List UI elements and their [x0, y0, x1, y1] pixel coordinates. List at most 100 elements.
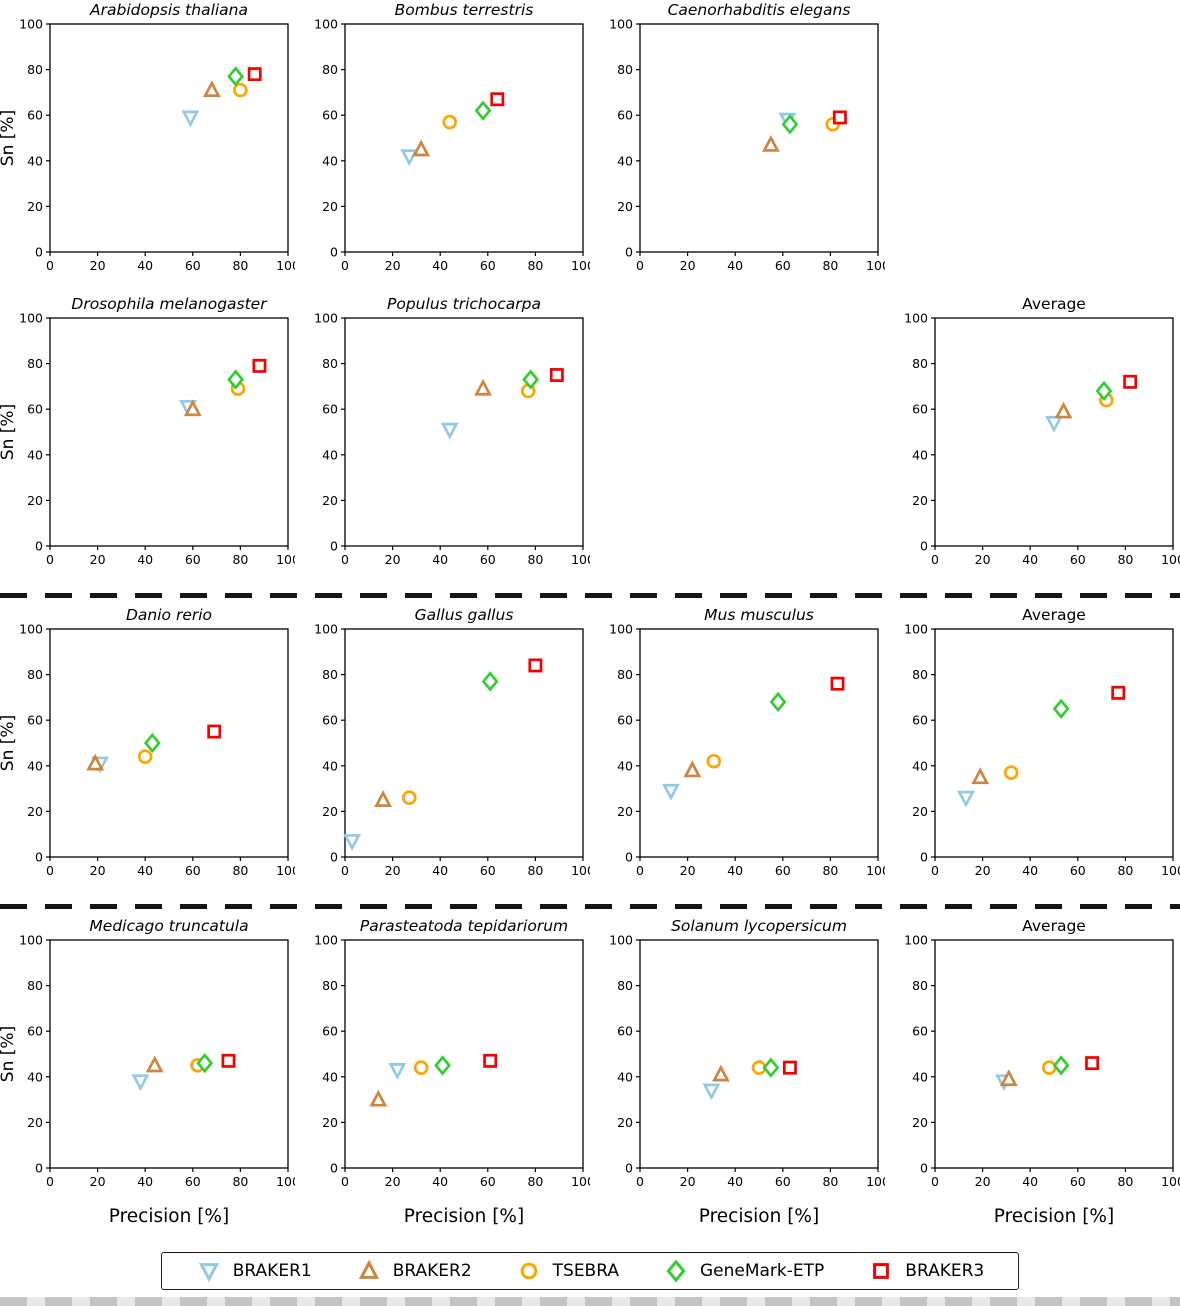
y-tick-label: 40	[322, 447, 338, 462]
marker-braker3	[483, 1053, 498, 1068]
y-tick-label: 80	[322, 62, 338, 77]
legend-item-braker1: BRAKER1	[196, 1259, 312, 1283]
y-tick-label: 20	[912, 1115, 928, 1130]
y-tick-label: 0	[625, 245, 633, 260]
x-tick-label: 100	[866, 258, 885, 273]
x-tick-label: 20	[385, 1174, 401, 1189]
y-tick-label: 60	[912, 713, 928, 728]
x-tick-label: 100	[866, 1174, 885, 1189]
marker-genemark-etp	[196, 1052, 214, 1074]
marker-braker3	[1123, 374, 1138, 389]
x-tick-label: 20	[385, 863, 401, 878]
marker-braker2	[971, 767, 990, 785]
y-tick-label: 40	[27, 1069, 43, 1084]
x-tick-label: 100	[276, 1174, 295, 1189]
x-tick-label: 80	[822, 863, 838, 878]
marker-tsebra	[442, 114, 458, 130]
x-tick-label: 20	[90, 863, 106, 878]
plot-average: Average 00 20 20 40 40 60 60 80 80 100 100	[904, 295, 1180, 567]
marker-braker3	[549, 368, 564, 382]
y-tick-label: 60	[27, 713, 43, 728]
x-tick-label: 40	[727, 863, 743, 878]
x-tick-label: 20	[975, 1174, 991, 1189]
legend-wrap: BRAKER1 BRAKER2 TSEBRA GeneMark-ETP BRAKER3	[0, 1252, 1180, 1290]
plot-frame	[49, 23, 289, 253]
marker-braker3	[490, 92, 505, 107]
x-tick-label: 40	[727, 258, 743, 273]
marker-braker1	[1045, 415, 1063, 433]
y-tick-label: 100	[904, 311, 928, 326]
x-tick-label: 60	[480, 258, 496, 273]
marker-tsebra	[706, 753, 722, 769]
y-tick-label: 40	[27, 153, 43, 168]
y-tick-label: 60	[322, 108, 338, 123]
x-tick-label: 20	[680, 258, 696, 273]
x-tick-label: 40	[1022, 863, 1038, 878]
x-tick-label: 100	[571, 258, 590, 273]
marker-genemark-etp	[474, 100, 492, 121]
x-tick-label: 20	[90, 552, 106, 567]
x-tick-label: 100	[1161, 552, 1180, 567]
y-tick-label: 0	[330, 850, 338, 865]
y-tick-label: 40	[912, 447, 928, 462]
marker-braker3	[832, 110, 847, 125]
marker-tsebra	[1003, 765, 1019, 780]
marker-braker3	[247, 67, 262, 82]
x-tick-label: 80	[822, 258, 838, 273]
y-tick-label: 20	[912, 804, 928, 819]
x-tick-label: 100	[866, 863, 885, 878]
legend-item-braker2: BRAKER2	[356, 1259, 472, 1283]
bottom-separator	[0, 1297, 1180, 1306]
plot-title: Gallus gallus	[415, 606, 514, 624]
y-axis-label: Sn [%]	[0, 404, 18, 460]
y-tick-label: 20	[617, 199, 633, 214]
legend-label: BRAKER1	[232, 1261, 312, 1281]
plot-frame	[49, 939, 289, 1169]
marker-braker1	[343, 834, 362, 851]
plot-solanum-lycopersicum: Solanum lycopersicum 00 20 20 40 40 60 60 80 80 10…	[609, 917, 890, 1227]
plot-frame	[344, 23, 584, 253]
plot-row-4: Medicago truncatula002020404060608080100…	[0, 916, 1180, 1246]
marker-braker3	[528, 658, 543, 673]
x-tick-label: 80	[822, 1174, 838, 1189]
y-tick-label: 20	[27, 199, 43, 214]
marker-genemark-etp	[1095, 380, 1113, 402]
y-tick-label: 40	[27, 447, 43, 462]
x-tick-label: 60	[775, 1174, 791, 1189]
marker-braker1	[388, 1063, 407, 1080]
y-tick-label: 20	[322, 199, 338, 214]
y-tick-label: 80	[322, 667, 338, 682]
x-tick-label: 100	[571, 552, 590, 567]
x-axis-label: Precision [%]	[404, 1206, 524, 1227]
marker-braker1	[400, 149, 419, 167]
y-tick-label: 60	[27, 108, 43, 123]
x-tick-label: 100	[276, 863, 295, 878]
x-tick-label: 100	[276, 258, 295, 273]
marker-braker2	[683, 760, 702, 778]
plot-frame	[639, 23, 879, 253]
marker-braker3	[782, 1060, 797, 1075]
y-tick-label: 0	[35, 245, 43, 260]
x-tick-label: 60	[1070, 552, 1086, 567]
x-tick-label: 0	[46, 1174, 54, 1189]
x-tick-label: 20	[385, 552, 401, 567]
x-tick-label: 40	[1022, 552, 1038, 567]
x-tick-label: 100	[571, 863, 590, 878]
triangle-up-icon	[358, 1259, 379, 1279]
plot-title: Average	[1022, 606, 1086, 624]
y-tick-label: 100	[314, 622, 338, 637]
marker-braker2	[86, 753, 105, 771]
plot-frame	[934, 317, 1174, 547]
triangle-down-icon	[198, 1263, 219, 1283]
plot-frame	[344, 628, 584, 858]
marker-braker1	[662, 783, 680, 801]
square-icon	[873, 1263, 890, 1279]
x-tick-label: 0	[341, 552, 349, 567]
y-tick-label: 0	[625, 850, 633, 865]
y-tick-label: 0	[35, 1161, 43, 1176]
marker-tsebra	[233, 82, 248, 98]
plot-average: Average 00 20 20 40 40 60 60 80 80 100 100	[904, 606, 1180, 878]
dashed-separator	[0, 593, 1180, 598]
y-tick-label: 0	[35, 850, 43, 865]
y-tick-label: 40	[617, 1069, 633, 1084]
